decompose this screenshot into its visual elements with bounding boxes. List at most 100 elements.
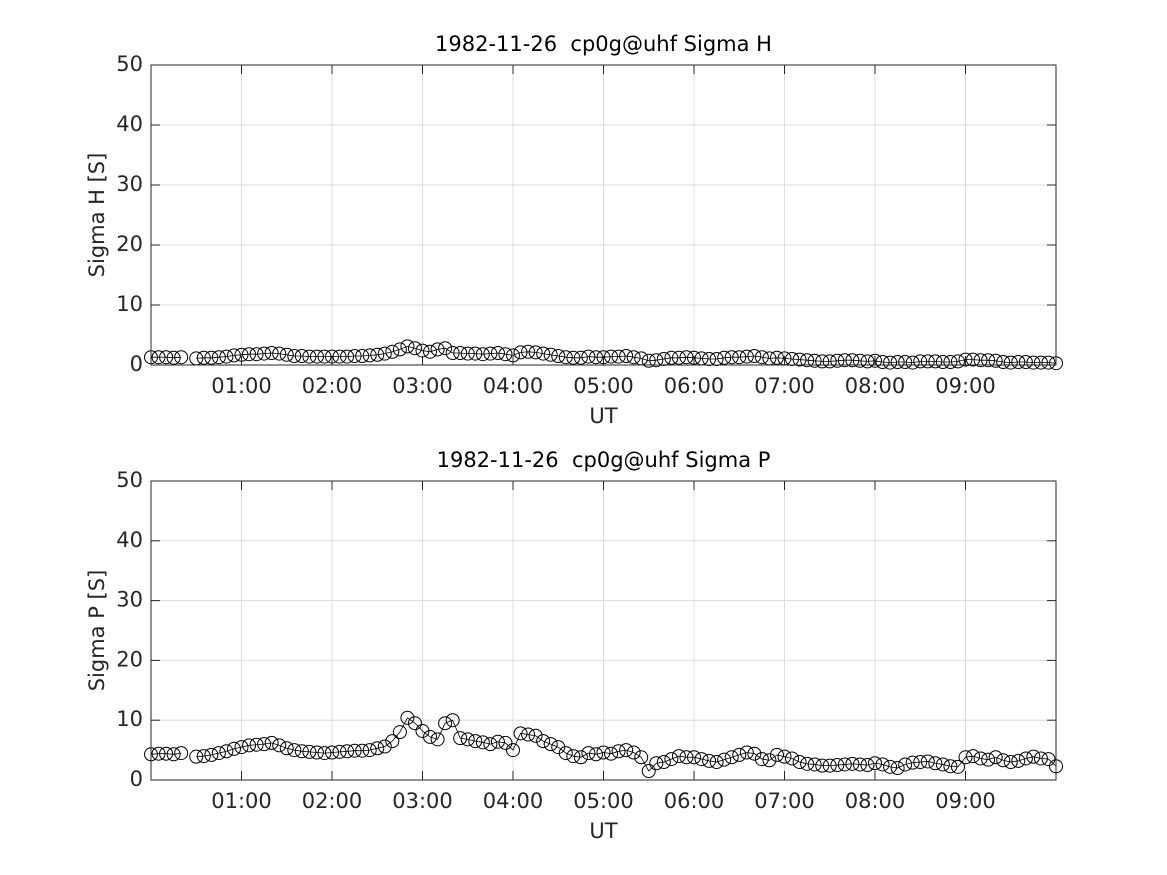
data-point: [204, 350, 219, 365]
data-point: [732, 350, 747, 365]
x-tick-label: 06:00: [664, 789, 725, 813]
data-point: [226, 348, 241, 363]
data-point: [988, 750, 1003, 765]
data-point: [219, 349, 234, 364]
chart-title: 1982-11-26 cp0g@uhf Sigma P: [437, 448, 771, 472]
data-point: [950, 354, 965, 369]
data-point: [475, 735, 490, 750]
data-point: [332, 744, 347, 759]
data-point: [905, 355, 920, 370]
data-point: [377, 739, 392, 754]
data-point: [400, 339, 415, 354]
data-point: [724, 750, 739, 765]
data-point: [739, 349, 754, 364]
data-point: [551, 349, 566, 363]
data-point: [800, 756, 815, 771]
data-point: [392, 342, 407, 357]
data-point: [317, 746, 332, 761]
data-point: [317, 349, 332, 364]
data-point: [619, 349, 634, 363]
data-point: [837, 757, 852, 772]
data-point: [325, 349, 339, 364]
data-point: [242, 738, 257, 753]
data-point: [234, 347, 249, 362]
data-point: [174, 350, 189, 365]
data-point: [445, 346, 460, 360]
x-tick-label: 06:00: [664, 374, 725, 398]
y-axis-label: Sigma P [S]: [85, 570, 109, 692]
data-point: [920, 754, 935, 769]
chart-title: 1982-11-26 cp0g@uhf Sigma H: [435, 32, 772, 56]
data-point: [211, 350, 226, 365]
data-point: [890, 761, 905, 776]
data-point: [769, 350, 784, 365]
data-point: [913, 755, 928, 770]
data-point: [732, 747, 747, 762]
data-point: [981, 353, 996, 368]
data-point: [573, 750, 588, 765]
x-tick-label: 01:00: [211, 374, 272, 398]
data-point: [566, 350, 581, 365]
data-point: [928, 756, 943, 771]
data-point: [166, 747, 181, 762]
data-point: [483, 346, 498, 361]
data-point: [943, 355, 958, 369]
data-point: [988, 353, 1003, 368]
data-point: [626, 350, 641, 365]
x-tick-label: 02:00: [302, 374, 363, 398]
data-point: [151, 746, 166, 761]
data-point: [950, 759, 965, 774]
data-point: [355, 743, 370, 758]
data-point: [242, 347, 257, 362]
data-point: [174, 746, 189, 761]
data-point: [1041, 752, 1056, 767]
data-point: [385, 734, 400, 749]
data-point: [468, 346, 483, 361]
x-tick-label: 03:00: [392, 789, 453, 813]
data-point: [656, 755, 671, 770]
data-point: [1003, 755, 1018, 770]
axes-box: [150, 64, 1057, 366]
data-point: [807, 757, 822, 772]
data-point: [513, 726, 528, 741]
data-point: [498, 735, 513, 750]
data-point: [264, 735, 279, 750]
y-tick-label: 10: [116, 707, 143, 731]
data-point: [822, 354, 837, 369]
data-point: [634, 750, 649, 765]
data-point: [332, 349, 347, 364]
data-point: [159, 746, 174, 761]
data-point: [302, 744, 317, 759]
data-point: [649, 353, 664, 368]
x-tick-label: 08:00: [845, 789, 906, 813]
data-point: [340, 744, 355, 759]
data-point: [1011, 753, 1026, 768]
data-point: [347, 349, 362, 363]
data-point: [1011, 355, 1026, 369]
data-point: [649, 756, 664, 771]
data-point: [943, 759, 958, 774]
data-point: [468, 734, 483, 749]
data-point: [754, 350, 769, 365]
x-tick-label: 04:00: [483, 789, 544, 813]
x-tick-label: 09:00: [935, 789, 996, 813]
data-point: [702, 753, 717, 768]
data-point: [407, 341, 422, 356]
data-point: [860, 758, 875, 773]
x-tick-label: 03:00: [392, 374, 453, 398]
data-point: [852, 353, 867, 368]
data-point: [392, 725, 407, 740]
data-point: [852, 757, 867, 772]
data-point: [1041, 355, 1056, 370]
data-point: [1003, 355, 1018, 370]
data-point: [822, 758, 837, 773]
y-tick-label: 20: [116, 232, 143, 256]
data-point: [604, 349, 619, 364]
data-point: [860, 354, 875, 369]
data-point: [596, 350, 611, 365]
data-point: [430, 342, 445, 357]
data-point: [234, 740, 249, 755]
data-point: [792, 352, 807, 367]
data-point: [1018, 355, 1033, 369]
data-point: [423, 344, 438, 359]
